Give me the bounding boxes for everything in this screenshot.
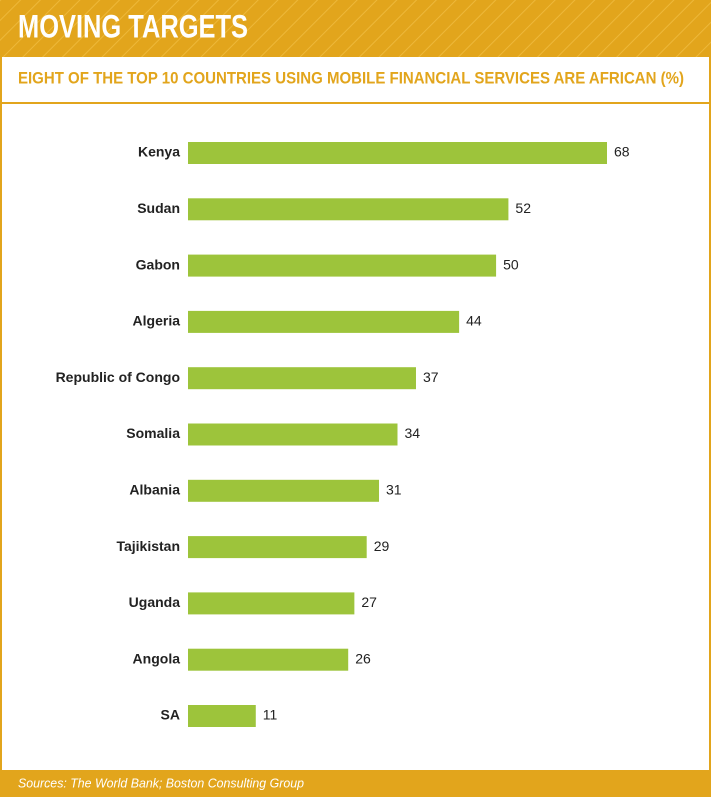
bar [188, 142, 607, 164]
value-label: 27 [361, 594, 377, 610]
category-label: Gabon [136, 256, 180, 272]
category-label: SA [161, 707, 180, 723]
value-label: 11 [263, 707, 278, 723]
value-label: 68 [614, 144, 630, 160]
bar [188, 705, 256, 727]
category-label: Albania [129, 482, 180, 498]
footer-band [0, 770, 711, 797]
bar [188, 310, 460, 333]
bar [188, 479, 380, 502]
category-label: Angola [133, 650, 181, 666]
category-label: Somalia [126, 425, 180, 441]
value-label: 34 [405, 425, 421, 441]
value-label: 26 [355, 650, 371, 666]
value-label: 52 [515, 200, 531, 216]
header-band [0, 0, 711, 57]
category-label: Algeria [133, 313, 181, 329]
value-label: 44 [466, 313, 482, 329]
category-label: Uganda [129, 594, 181, 610]
bar [188, 423, 398, 446]
category-label: Republic of Congo [56, 369, 180, 385]
value-label: 50 [503, 256, 519, 272]
source: Sources: The World Bank; Boston Consulti… [18, 775, 304, 790]
bar [188, 254, 497, 277]
value-label: 31 [386, 482, 402, 498]
bar [188, 367, 416, 390]
chart-subtitle: EIGHT OF THE TOP 10 COUNTRIES USING MOBI… [18, 68, 684, 87]
category-label: Kenya [138, 144, 180, 160]
bar [188, 648, 349, 671]
value-label: 37 [423, 369, 439, 385]
value-label: 29 [374, 538, 390, 554]
chart-title: MOVING TARGETS [18, 8, 248, 44]
category-label: Sudan [137, 200, 180, 216]
category-label: Tajikistan [116, 538, 180, 554]
bar [188, 536, 367, 559]
bar [188, 198, 509, 221]
bar [188, 592, 355, 615]
